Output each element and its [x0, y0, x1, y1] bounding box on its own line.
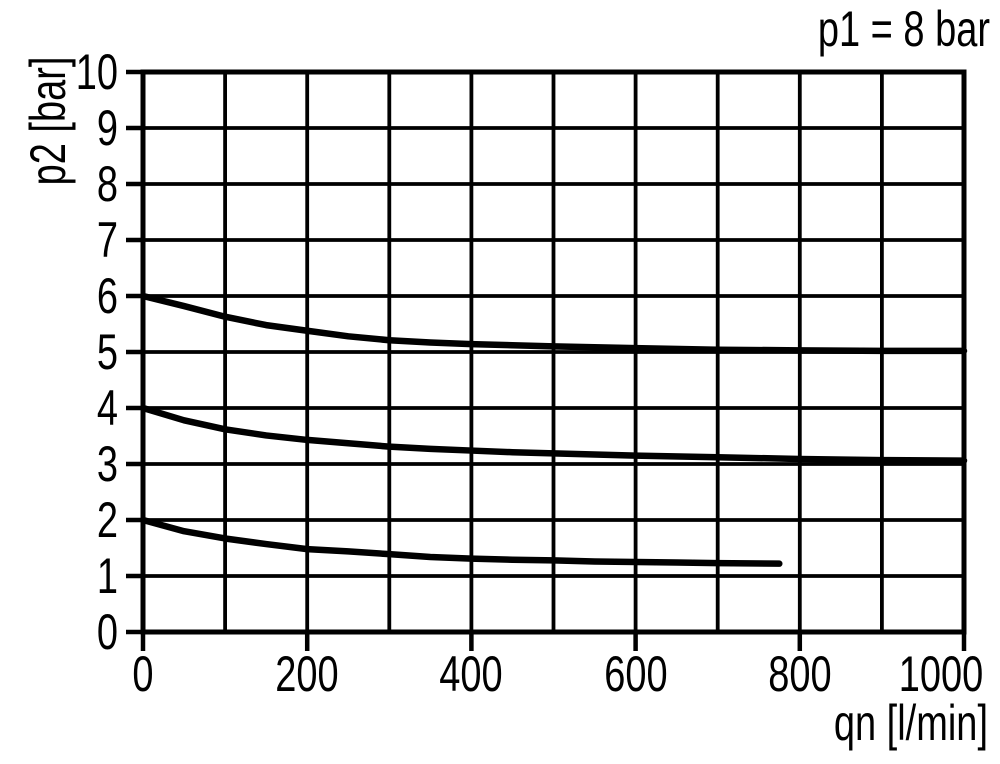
x-tick-label-400: 400: [439, 646, 504, 702]
x-tick-label-0: 0: [132, 646, 154, 702]
chart-annotation-p1: p1 = 8 bar: [817, 1, 990, 57]
curve-outlet-pressure-setpoint-6-bar: [139, 292, 968, 355]
y-tick-label-6: 6: [96, 268, 118, 324]
y-tick-label-10: 10: [75, 44, 118, 100]
x-tick-label-600: 600: [603, 646, 668, 702]
curve-outlet-pressure-setpoint-2-bar: [139, 516, 783, 567]
y-tick-label-0: 0: [96, 604, 118, 660]
y-tick-label-3: 3: [96, 436, 118, 492]
curve-outlet-pressure-setpoint-4-bar: [139, 404, 968, 464]
y-axis-label: p2 [bar]: [20, 56, 76, 186]
x-tick-label-200: 200: [275, 646, 339, 702]
y-tick-label-9: 9: [96, 100, 118, 156]
x-tick-label-1000: 1000: [898, 646, 984, 702]
y-tick-label-5: 5: [96, 324, 118, 380]
y-tick-label-8: 8: [96, 156, 118, 212]
y-tick-label-4: 4: [96, 380, 118, 436]
y-tick-label-2: 2: [96, 492, 118, 548]
x-axis-label: qn [l/min]: [833, 695, 988, 751]
y-tick-label-1: 1: [96, 548, 118, 604]
y-tick-label-7: 7: [96, 212, 118, 268]
x-tick-label-800: 800: [768, 646, 832, 702]
